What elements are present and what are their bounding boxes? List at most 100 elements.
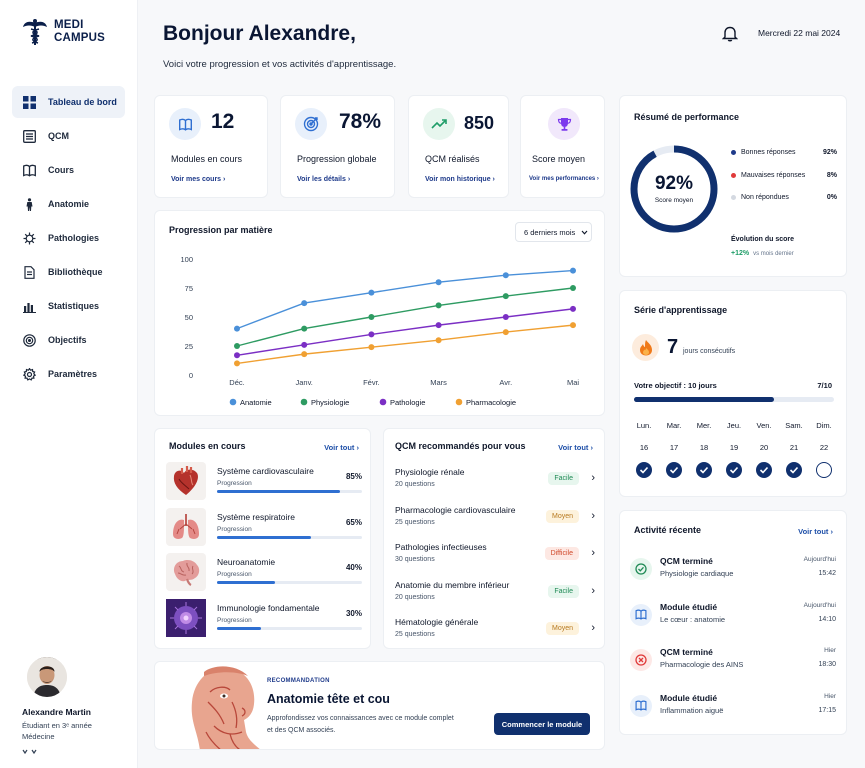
list-icon xyxy=(23,129,36,143)
view-details-link[interactable]: Voir les détails › xyxy=(297,176,351,183)
logo[interactable]: MEDI CAMPUS xyxy=(22,18,105,46)
chevron-down-icon[interactable] xyxy=(22,749,40,755)
module-row[interactable]: Système respiratoire Progression 65% xyxy=(166,508,362,548)
activity-row[interactable]: Module étudié Inflammation aiguë Hier 17:15 xyxy=(630,693,836,733)
qcm-count: 30 questions xyxy=(395,556,435,563)
score-label: Score moyen xyxy=(654,197,694,204)
data-point xyxy=(301,325,308,332)
day-check-icon xyxy=(756,462,772,478)
module-progress-bar xyxy=(217,536,362,539)
sidebar-item-objectifs[interactable]: Objectifs xyxy=(12,324,125,356)
activity-view-all-link[interactable]: Voir tout › xyxy=(798,527,833,536)
check-circle-icon xyxy=(630,558,652,580)
book-icon xyxy=(169,108,201,140)
performance-item-label: Mauvaises réponses xyxy=(741,172,806,179)
module-row[interactable]: Neuroanatomie Progression 40% xyxy=(166,553,362,593)
sidebar-item-bibliotheque[interactable]: Bibliothèque xyxy=(12,256,125,288)
chevron-right-icon[interactable]: › xyxy=(591,547,595,559)
view-performance-link[interactable]: Voir mes performances › xyxy=(529,176,599,182)
legend-dot xyxy=(731,150,736,155)
sidebar-item-dashboard[interactable]: Tableau de bord xyxy=(12,86,125,118)
sidebar-item-cours[interactable]: Cours xyxy=(12,154,125,186)
activity-day: Aujourd'hui xyxy=(803,556,836,563)
data-point xyxy=(570,285,576,291)
module-progress-bar xyxy=(217,581,362,584)
sidebar-item-qcm[interactable]: QCM xyxy=(12,120,125,152)
series-line-anatomie xyxy=(236,269,574,330)
trend-icon xyxy=(423,108,455,140)
recommendation-desc: Approfondissez vos connaissances avec ce… xyxy=(267,713,454,737)
user-profile[interactable]: Alexandre Martin Étudiant en 3ᵉ année Mé… xyxy=(22,657,132,760)
qcm-name: Anatomie du membre inférieur xyxy=(395,579,510,590)
activity-row[interactable]: Module étudié Le cœur : anatomie Aujourd'h… xyxy=(630,602,836,642)
chevron-right-icon[interactable]: › xyxy=(591,622,595,634)
score-donut xyxy=(630,145,718,233)
activity-time: 15:42 xyxy=(818,570,836,577)
qcm-view-all-link[interactable]: Voir tout › xyxy=(558,443,593,452)
activity-card: Activité récente Voir tout › QCM terminé… xyxy=(619,510,847,735)
sidebar-item-anatomie[interactable]: Anatomie xyxy=(12,188,125,220)
view-courses-link[interactable]: Voir mes cours › xyxy=(171,176,226,183)
module-progress-label: Progression xyxy=(217,480,252,487)
evolution-note: vs mois dernier xyxy=(753,251,794,257)
bell-icon[interactable] xyxy=(722,25,738,42)
activity-subject: Pharmacologie des AINS xyxy=(660,660,744,669)
performance-item-label: Non répondues xyxy=(741,194,789,201)
day-name: Dim. xyxy=(816,421,832,430)
module-progress-bar xyxy=(217,627,362,630)
module-row[interactable]: Système cardiovasculaire Progression 85% xyxy=(166,462,362,502)
sidebar: MEDI CAMPUS Tableau de bord QCM Cours An… xyxy=(0,0,138,768)
score-value: 92% xyxy=(654,173,694,194)
caduceus-icon xyxy=(23,19,47,45)
x-tick-label: Févr. xyxy=(363,378,380,387)
activity-row[interactable]: QCM terminé Physiologie cardiaque Aujourd'… xyxy=(630,556,836,596)
chevron-right-icon[interactable]: › xyxy=(591,584,595,597)
legend-dot xyxy=(455,398,463,406)
data-point xyxy=(368,344,375,351)
recommendation-tag: RECOMMANDATION xyxy=(267,678,330,684)
qcm-row[interactable]: Hématologie générale 25 questions Moyen › xyxy=(395,617,595,651)
sidebar-item-statistiques[interactable]: Statistiques xyxy=(12,290,125,322)
period-select[interactable]: 6 derniers mois xyxy=(515,222,592,242)
current-date: Mercredi 22 mai 2024 xyxy=(758,28,841,38)
view-history-link[interactable]: Voir mon historique › xyxy=(425,176,495,183)
qcm-count: 20 questions xyxy=(395,593,435,601)
chevron-right-icon[interactable]: › xyxy=(591,472,595,484)
modules-view-all-link[interactable]: Voir tout › xyxy=(324,443,359,452)
data-point xyxy=(570,305,576,312)
qcm-row[interactable]: Physiologie rénale 20 questions Facile › xyxy=(395,467,595,501)
x-tick-label: Mars xyxy=(430,378,447,387)
activity-row[interactable]: QCM terminé Pharmacologie des AINS Hier 18:… xyxy=(630,647,836,687)
start-module-button[interactable]: Commencer le module xyxy=(494,713,590,735)
file-icon xyxy=(24,265,35,279)
activity-day: Aujourd'hui xyxy=(803,601,836,609)
difficulty-badge: Moyen xyxy=(545,622,579,635)
qcm-row[interactable]: Pathologies infectieuses 30 questions Diff… xyxy=(395,542,595,576)
chevron-right-icon[interactable]: › xyxy=(591,509,595,522)
module-name: Neuroanatomie xyxy=(217,557,276,567)
evolution-value: +12% xyxy=(731,250,750,257)
qcm-row[interactable]: Anatomie du membre inférieur 20 questions… xyxy=(395,580,595,614)
qcm-row[interactable]: Pharmacologie cardiovasculaire 25 questio… xyxy=(395,505,595,539)
sidebar-item-label: Statistiques xyxy=(48,301,100,311)
evolution-title: Évolution du score xyxy=(731,236,795,243)
activity-subject: Physiologie cardiaque xyxy=(660,569,734,578)
sidebar-item-parametres[interactable]: Paramètres xyxy=(12,358,125,390)
period-select-value: 6 derniers mois xyxy=(524,227,576,237)
activity-subject: Inflammation aiguë xyxy=(660,705,724,715)
dashboard-icon xyxy=(23,95,36,109)
module-progress-fill xyxy=(217,490,341,493)
difficulty-badge: Moyen xyxy=(545,509,579,523)
performance-item-value: 0% xyxy=(826,194,837,201)
activity-title: Module étudié xyxy=(660,692,718,703)
stat-value: 12 xyxy=(211,110,235,133)
module-row[interactable]: Immunologie fondamentale Progression 30% xyxy=(166,599,362,639)
qcm-name: Pathologies infectieuses xyxy=(395,542,487,552)
sidebar-item-pathologies[interactable]: Pathologies xyxy=(12,222,125,254)
day-number: 16 xyxy=(639,443,649,452)
legend-label: Anatomie xyxy=(240,398,272,407)
legend-dot xyxy=(300,398,308,406)
y-tick-label: 25 xyxy=(185,342,193,351)
data-point xyxy=(435,322,442,329)
brand-line1: MEDI xyxy=(54,19,84,31)
